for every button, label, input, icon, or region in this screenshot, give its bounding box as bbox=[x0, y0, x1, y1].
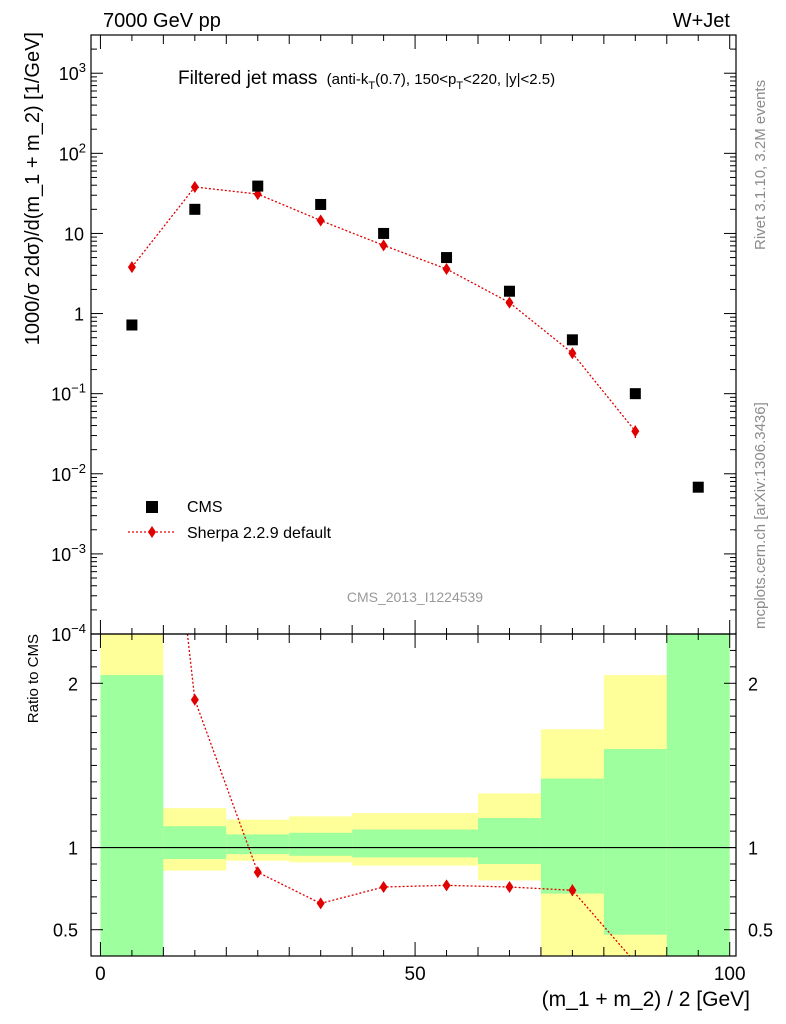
main-data-marks bbox=[126, 180, 704, 493]
cms-point bbox=[378, 227, 390, 239]
ratio-mc-point bbox=[505, 881, 514, 893]
band-inner bbox=[289, 832, 353, 856]
rivet-version-label: Rivet 3.1.10, 3.2M events bbox=[752, 79, 769, 250]
cms-point bbox=[252, 180, 264, 192]
ratio-y-tick-label-left: 0.5 bbox=[53, 921, 78, 941]
ratio-data-marks bbox=[186, 634, 631, 956]
main-y-tick-label: 10−1 bbox=[51, 381, 86, 405]
mc-point bbox=[505, 296, 514, 309]
band-inner bbox=[163, 826, 227, 860]
legend-mc-marker bbox=[148, 526, 156, 538]
x-tick-label: 50 bbox=[405, 964, 426, 985]
plot-title: Filtered jet mass (anti-kT(0.7), 150<pT<… bbox=[178, 68, 555, 92]
title-sub-c: (0.7), 150<p bbox=[375, 71, 456, 88]
title-sub-b: T bbox=[368, 80, 375, 92]
ratio-bands bbox=[91, 634, 736, 956]
main-y-tick-label: 102 bbox=[59, 140, 86, 164]
band-inner bbox=[666, 634, 730, 956]
band-inner bbox=[352, 829, 478, 858]
ratio-frame bbox=[90, 633, 737, 957]
band-inner bbox=[478, 818, 541, 864]
main-y-tick-label: 10−3 bbox=[51, 541, 86, 565]
xlabel: (m_1 + m_2) / 2 [GeV] bbox=[542, 988, 750, 1011]
cms-point bbox=[315, 198, 327, 210]
band-inner bbox=[540, 778, 604, 894]
energy-label: 7000 GeV pp bbox=[103, 10, 221, 32]
mcplots-label: mcplots.cern.ch [arXiv:1306.3436] bbox=[752, 402, 769, 629]
main-y-tick-label: 10−2 bbox=[51, 461, 86, 485]
ratio-y-tick-label-right: 2 bbox=[748, 674, 758, 694]
mc-point bbox=[127, 261, 136, 274]
main-y-tick-label: 1 bbox=[74, 305, 84, 325]
cms-point bbox=[189, 203, 201, 215]
title-sub-a: (anti-k bbox=[327, 71, 369, 88]
legend-cms-marker bbox=[146, 501, 158, 513]
main-frame bbox=[90, 34, 737, 635]
ratio-y-tick-label-right: 1 bbox=[748, 839, 758, 859]
legend-cms-label: CMS bbox=[187, 499, 223, 516]
ratio-ylabel: Ratio to CMS bbox=[25, 634, 42, 723]
analysis-watermark: CMS_2013_I1224539 bbox=[347, 589, 483, 605]
x-tick-label: 0 bbox=[95, 964, 106, 985]
band-inner bbox=[603, 749, 667, 935]
cms-point bbox=[503, 285, 515, 297]
main-ylabel: 1000/σ 2dσ)/d(m_1 + m_2) [1/GeV] bbox=[22, 32, 44, 345]
ratio-mc-point bbox=[253, 866, 262, 879]
mc-point bbox=[442, 262, 451, 275]
ratio-clipped-group bbox=[186, 634, 631, 956]
ratio-mc-point bbox=[190, 693, 199, 706]
title-sub-e: <220, |y|<2.5) bbox=[463, 71, 555, 88]
cms-point bbox=[441, 252, 453, 264]
cms-point bbox=[692, 481, 704, 493]
mc-line bbox=[131, 186, 636, 432]
ratio-axis-ticks: 2 2 1 1 0.5 0.5 0 50 100 bbox=[53, 634, 773, 985]
legend-mc-label: Sherpa 2.2.9 default bbox=[187, 525, 332, 542]
ratio-y-tick-label-left: 1 bbox=[68, 839, 78, 859]
title-sub-d: T bbox=[456, 80, 463, 92]
cms-point bbox=[566, 334, 578, 346]
ratio-mc-point bbox=[568, 884, 577, 897]
main-y-tick-label: 10 bbox=[64, 224, 84, 244]
mc-point bbox=[190, 180, 199, 193]
ratio-mc-point bbox=[442, 879, 451, 892]
mc-point bbox=[568, 347, 577, 360]
mc-point bbox=[631, 425, 640, 438]
process-label: W+Jet bbox=[673, 10, 731, 32]
main-y-tick-label: 103 bbox=[59, 60, 86, 84]
legend: CMS Sherpa 2.2.9 default bbox=[128, 499, 332, 542]
ratio-mc-point bbox=[316, 897, 325, 910]
cms-point bbox=[629, 388, 641, 400]
mc-point bbox=[316, 214, 325, 227]
band-inner bbox=[100, 675, 164, 956]
ratio-mc-point bbox=[379, 881, 388, 893]
band-inner bbox=[226, 834, 290, 855]
cms-point bbox=[126, 319, 138, 331]
ratio-y-tick-label-left: 2 bbox=[68, 674, 78, 694]
title-main: Filtered jet mass bbox=[178, 68, 317, 89]
ratio-y-tick-label-right: 0.5 bbox=[748, 921, 773, 941]
mc-point bbox=[379, 239, 388, 252]
main-y-tick-label: 10−4 bbox=[51, 621, 86, 645]
x-tick-label: 100 bbox=[714, 964, 746, 985]
